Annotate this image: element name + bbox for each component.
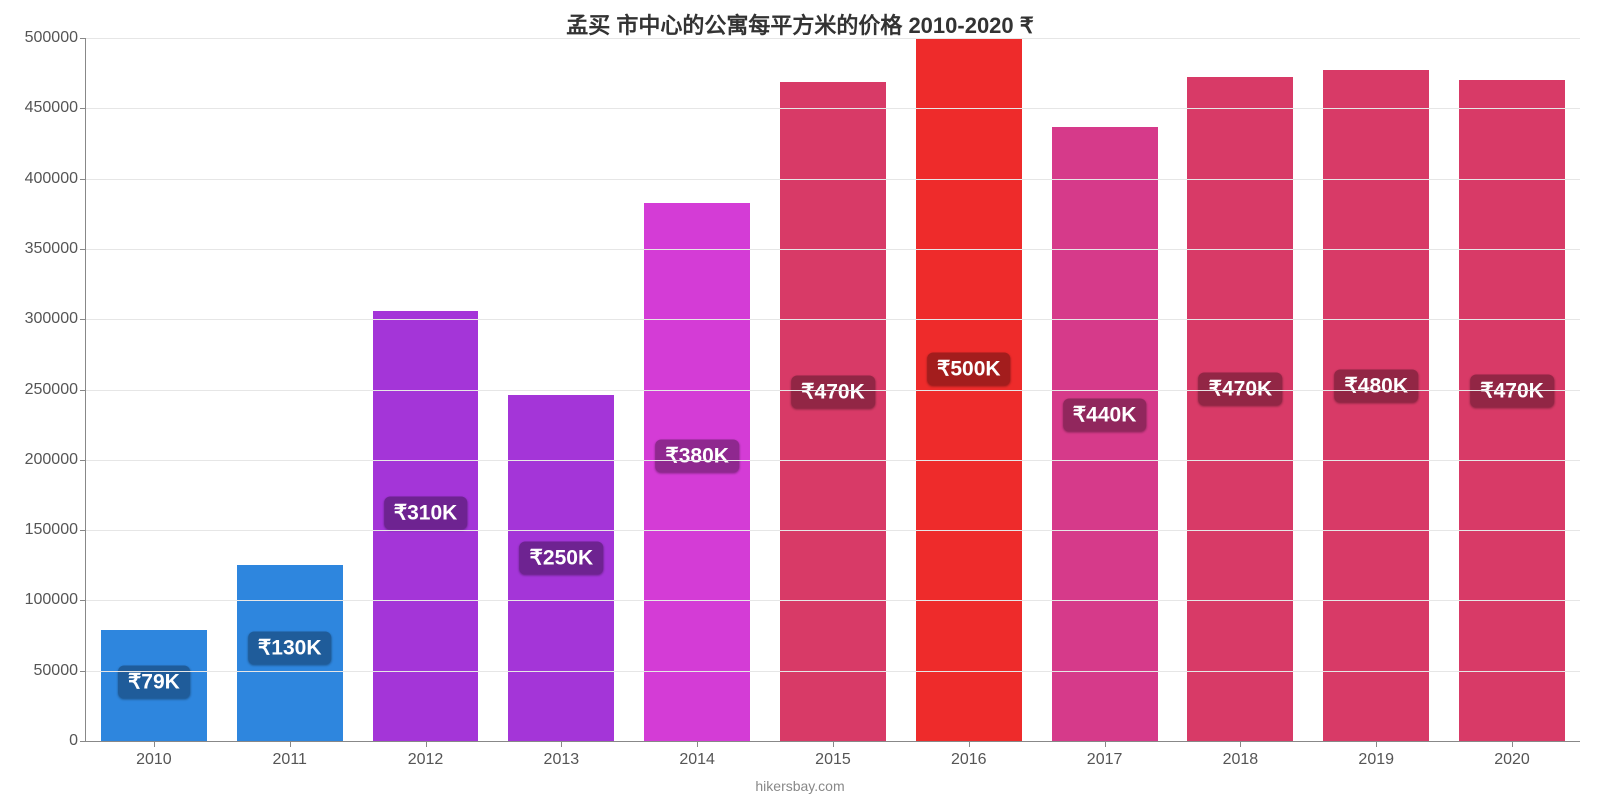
ytick-label: 150000 bbox=[25, 521, 86, 539]
bar: ₹130K bbox=[237, 565, 343, 741]
xtick-label: 2019 bbox=[1358, 741, 1394, 769]
xtick-label: 2014 bbox=[679, 741, 715, 769]
gridline bbox=[86, 179, 1580, 180]
chart-footer: hikersbay.com bbox=[0, 778, 1600, 794]
xtick-label: 2010 bbox=[136, 741, 172, 769]
ytick-label: 50000 bbox=[34, 662, 87, 680]
xtick-label: 2018 bbox=[1223, 741, 1259, 769]
bar-value-label: ₹470K bbox=[1470, 374, 1554, 407]
xtick-label: 2011 bbox=[273, 741, 307, 769]
plot-area: ₹79K2010₹130K2011₹310K2012₹250K2013₹380K… bbox=[85, 38, 1580, 742]
xtick-label: 2015 bbox=[815, 741, 851, 769]
bar-value-label: ₹250K bbox=[520, 541, 604, 574]
xtick-label: 2016 bbox=[951, 741, 987, 769]
gridline bbox=[86, 108, 1580, 109]
ytick-label: 400000 bbox=[25, 170, 86, 188]
bar: ₹470K bbox=[1187, 77, 1293, 741]
gridline bbox=[86, 390, 1580, 391]
bar-value-label: ₹380K bbox=[655, 439, 739, 472]
bar: ₹440K bbox=[1052, 127, 1158, 741]
ytick-label: 350000 bbox=[25, 240, 86, 258]
bar: ₹380K bbox=[644, 203, 750, 741]
bar-value-label: ₹480K bbox=[1334, 369, 1418, 402]
bar-chart: 孟买 市中心的公寓每平方米的价格 2010-2020 ₹ ₹79K2010₹13… bbox=[0, 0, 1600, 800]
gridline bbox=[86, 530, 1580, 531]
bar-value-label: ₹500K bbox=[927, 353, 1011, 386]
gridline bbox=[86, 319, 1580, 320]
ytick-label: 250000 bbox=[25, 381, 86, 399]
bar-value-label: ₹130K bbox=[248, 631, 332, 664]
chart-title: 孟买 市中心的公寓每平方米的价格 2010-2020 ₹ bbox=[0, 8, 1600, 40]
bar-value-label: ₹440K bbox=[1063, 399, 1147, 432]
ytick-label: 450000 bbox=[25, 99, 86, 117]
bar: ₹79K bbox=[101, 630, 207, 741]
bar: ₹250K bbox=[508, 395, 614, 741]
xtick-label: 2012 bbox=[408, 741, 444, 769]
ytick-label: 200000 bbox=[25, 451, 86, 469]
bar: ₹310K bbox=[373, 311, 479, 741]
gridline bbox=[86, 600, 1580, 601]
ytick-label: 500000 bbox=[25, 29, 86, 47]
ytick-label: 100000 bbox=[25, 591, 86, 609]
ytick-label: 300000 bbox=[25, 310, 86, 328]
bar-value-label: ₹470K bbox=[791, 375, 875, 408]
xtick-label: 2020 bbox=[1494, 741, 1530, 769]
gridline bbox=[86, 460, 1580, 461]
gridline bbox=[86, 671, 1580, 672]
gridline bbox=[86, 249, 1580, 250]
gridline bbox=[86, 38, 1580, 39]
bar: ₹470K bbox=[780, 82, 886, 741]
bar: ₹480K bbox=[1323, 70, 1429, 741]
bar-value-label: ₹310K bbox=[384, 496, 468, 529]
xtick-label: 2017 bbox=[1087, 741, 1123, 769]
xtick-label: 2013 bbox=[544, 741, 580, 769]
ytick-label: 0 bbox=[69, 732, 86, 750]
